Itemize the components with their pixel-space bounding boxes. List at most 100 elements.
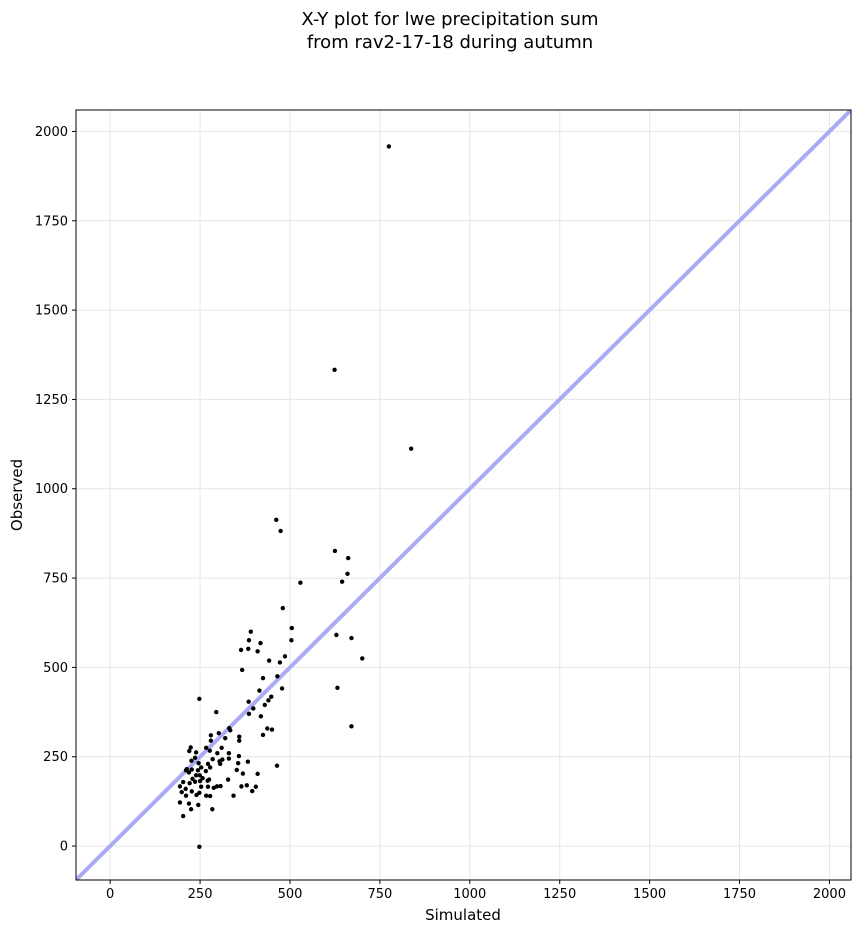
data-point [237,734,242,739]
x-tick-label: 1500 [633,887,666,902]
data-point [198,784,204,789]
data-point [215,750,220,756]
data-point [226,750,232,756]
data-point [245,759,251,764]
data-point [251,706,256,711]
y-tick-label: 1000 [35,482,68,497]
data-point [248,629,253,634]
data-point [180,813,186,819]
data-point [335,685,340,690]
data-point [258,640,263,646]
data-point [277,660,283,665]
data-point [298,580,303,585]
data-point [205,761,211,767]
data-point [339,579,345,584]
y-tick-label: 750 [43,572,68,587]
data-point [218,761,223,767]
data-point [237,738,242,743]
data-point [193,773,199,778]
data-point [289,625,294,631]
data-point [246,699,251,704]
data-point [197,696,202,702]
data-point [332,367,337,372]
data-point [219,745,224,750]
data-point [244,783,250,788]
data-point [200,775,205,781]
y-axis-ticks: 0 250 500 750 1000 1250 1500 1750 2000 [35,125,76,855]
data-point [360,656,365,661]
data-point [197,844,202,849]
data-point [235,760,241,766]
data-point [203,768,209,774]
data-point [239,784,244,789]
data-point [226,756,232,761]
data-point [255,771,260,777]
data-point [346,555,351,561]
data-point [274,517,279,523]
data-point [345,571,350,576]
data-point [279,686,285,691]
data-point [192,755,198,761]
data-point [246,711,252,717]
data-point [195,768,201,773]
data-point [183,768,189,773]
data-points [177,144,414,849]
data-point [278,528,283,534]
data-point [210,807,215,812]
data-point [183,786,188,792]
data-point [269,694,274,699]
data-point [208,733,214,738]
x-tick-label: 500 [278,887,303,902]
data-point [255,649,260,654]
data-point [234,767,239,773]
y-tick-label: 250 [43,750,68,765]
chart-title: X-Y plot for lwe precipitation sum from … [301,9,599,53]
x-axis-label: Simulated [425,906,501,924]
data-point [216,730,221,736]
data-point [214,784,220,789]
data-point [186,801,192,806]
data-point [208,738,214,743]
data-point [205,778,210,783]
data-point [231,793,236,798]
x-tick-label: 2000 [813,887,846,902]
x-tick-label: 250 [188,887,213,902]
data-point [239,667,245,673]
data-point [260,675,266,681]
reference-line-layer [76,110,851,880]
grid [76,110,851,880]
data-point [238,647,244,653]
data-point [225,777,231,782]
data-point [180,779,186,785]
data-point [194,792,199,798]
data-point [203,793,209,798]
plot-frame [75,109,852,881]
data-point [240,771,246,776]
data-point [190,776,195,782]
data-point [282,654,288,659]
data-point [177,784,183,789]
data-point [183,793,189,798]
data-point [253,784,259,789]
y-tick-label: 1750 [35,214,68,229]
data-point [334,632,339,638]
data-point [179,789,184,795]
x-tick-label: 1000 [453,887,486,902]
data-point [349,724,354,729]
y-tick-label: 1250 [35,393,68,408]
data-point [269,727,275,732]
x-tick-label: 1250 [543,887,576,902]
x-axis-ticks: 0 250 500 750 1000 1250 1500 1750 2000 [106,880,846,902]
y-axis-label: Observed [8,459,26,531]
data-point [332,548,338,554]
data-point [197,778,203,784]
data-point [192,779,198,784]
data-point [262,702,268,708]
data-point [210,757,215,762]
data-point [203,745,209,750]
data-point [187,780,192,786]
data-point [177,800,183,805]
x-tick-label: 1750 [723,887,756,902]
data-point [188,745,193,750]
data-point [197,773,202,778]
